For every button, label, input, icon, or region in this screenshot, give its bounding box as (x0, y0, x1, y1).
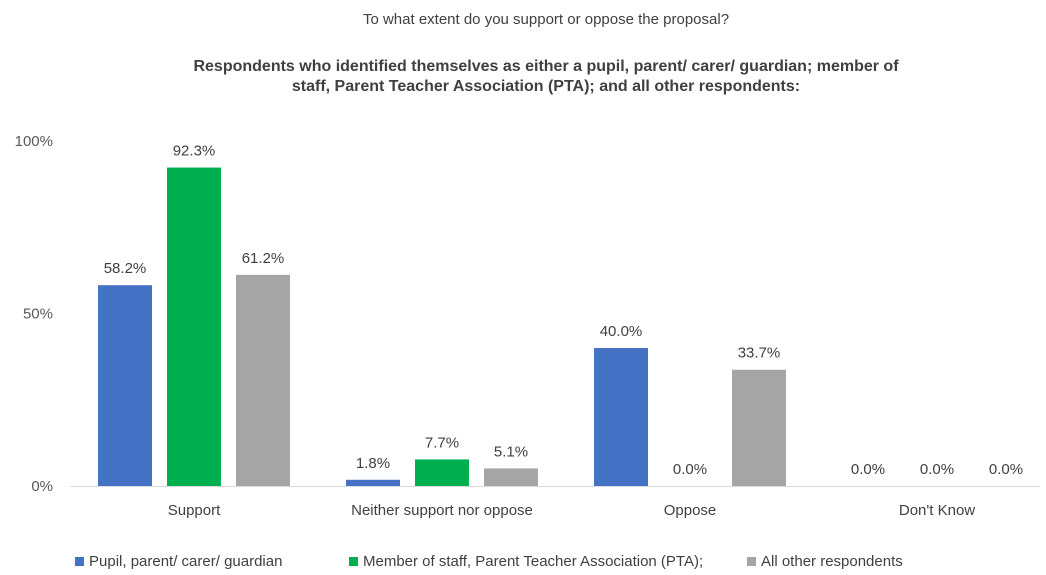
data-label: 0.0% (920, 461, 954, 478)
bar (594, 348, 648, 486)
data-label: 61.2% (242, 250, 285, 267)
data-label: 58.2% (104, 260, 147, 277)
bar (98, 285, 152, 486)
legend-label: Pupil, parent/ carer/ guardian (89, 553, 282, 570)
x-tick-label: Don't Know (899, 502, 975, 519)
data-label: 5.1% (494, 443, 528, 460)
bar (167, 167, 221, 486)
legend: Pupil, parent/ carer/ guardian Member of … (75, 553, 903, 570)
legend-swatch (75, 557, 84, 566)
data-label: 1.8% (356, 455, 390, 472)
bar (236, 274, 290, 486)
y-tick-label: 0% (31, 478, 53, 495)
bar (346, 479, 400, 486)
x-axis: Support Neither support nor oppose Oppose D… (70, 486, 1040, 519)
data-label: 33.7% (738, 345, 781, 362)
chart-subtitle-line-1: Respondents who identified themselves as… (193, 58, 899, 75)
x-tick-label: Neither support nor oppose (351, 502, 533, 519)
chart-subtitle-line-2: staff, Parent Teacher Association (PTA);… (292, 78, 800, 95)
x-tick-label: Oppose (664, 502, 717, 519)
data-label: 0.0% (673, 461, 707, 478)
y-tick-label: 100% (15, 133, 53, 150)
x-tick-label: Support (168, 502, 221, 519)
legend-label: All other respondents (761, 553, 903, 570)
legend-label: Member of staff, Parent Teacher Associat… (363, 553, 703, 570)
chart-title: To what extent do you support or oppose … (363, 11, 729, 28)
legend-swatch (747, 557, 756, 566)
bars: 58.2% 92.3% 61.2% 1.8% 7.7% 5.1% 40.0% 0.0% 33.7… (98, 143, 1023, 486)
data-label: 0.0% (989, 461, 1023, 478)
y-axis: 0% 50% 100% (15, 133, 53, 495)
bar (484, 468, 538, 486)
data-label: 0.0% (851, 461, 885, 478)
bar (415, 459, 469, 486)
legend-swatch (349, 557, 358, 566)
data-label: 40.0% (600, 323, 643, 340)
data-label: 92.3% (173, 143, 216, 160)
bar (732, 369, 786, 486)
data-label: 7.7% (425, 434, 459, 451)
y-tick-label: 50% (23, 306, 53, 323)
